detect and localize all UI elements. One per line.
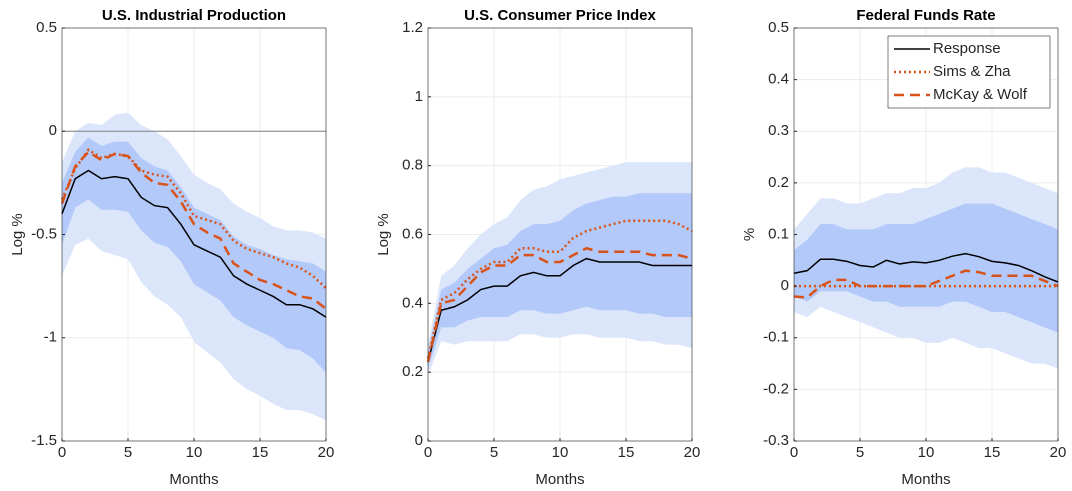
x-tick-label: 20 (1050, 444, 1067, 461)
x-axis-label: Months (901, 471, 950, 488)
y-tick-label: 0.3 (768, 122, 789, 139)
x-tick-label: 15 (618, 444, 635, 461)
series-line (793, 269, 1059, 299)
y-tick-label: -0.5 (31, 225, 57, 242)
chart-title: U.S. Industrial Production (102, 7, 286, 24)
y-tick-label: 1.2 (402, 19, 423, 36)
x-axis-label: Months (535, 471, 584, 488)
x-tick-label: 5 (490, 444, 498, 461)
legend: Response Sims & Zha McKay & Wolf (887, 35, 1051, 109)
x-tick-label: 10 (552, 444, 569, 461)
y-tick-label: 0.6 (402, 225, 423, 242)
y-tick-label: 1 (415, 88, 423, 105)
x-axis-label: Months (169, 471, 218, 488)
y-tick-label: 0 (49, 122, 57, 139)
y-tick-label: -0.3 (763, 432, 789, 449)
y-tick-label: -0.2 (763, 380, 789, 397)
y-tick-label: 0.8 (402, 157, 423, 174)
band (428, 193, 692, 369)
x-tick-label: 0 (58, 444, 66, 461)
y-tick-label: -1.5 (31, 432, 57, 449)
y-tick-label: -1 (44, 329, 57, 346)
y-tick-label: 0.2 (768, 174, 789, 191)
panel: 0 5 10 15 20 -1.5 -1 -0.5 0 0.5 U.S. Industrial Pr… (9, 7, 334, 488)
x-tick-label: 20 (684, 444, 701, 461)
panel: 0 5 10 15 20 -0.3 -0.2 -0.1 0 0.1 0.2 0.3 0.4 0.5 Fede… (741, 7, 1066, 488)
y-tick-label: 0.5 (36, 19, 57, 36)
legend-label: Response (933, 40, 1001, 57)
y-axis-label: Log % (9, 213, 26, 256)
x-tick-label: 20 (318, 444, 335, 461)
x-tick-label: 15 (252, 444, 269, 461)
legend-label: Sims & Zha (933, 63, 1011, 80)
y-axis-label: Log % (375, 213, 392, 256)
y-tick-label: 0.4 (768, 71, 789, 88)
chart-title: Federal Funds Rate (856, 7, 995, 24)
series-line (426, 246, 693, 363)
x-tick-label: 10 (918, 444, 935, 461)
series-line (793, 252, 1059, 283)
y-tick-label: 0.5 (768, 19, 789, 36)
y-tick-label: 0.4 (402, 294, 423, 311)
series-line (427, 257, 692, 363)
x-tick-label: 5 (856, 444, 864, 461)
panel: 0 5 10 15 20 0 0.2 0.4 0.6 0.8 1 1.2 U.S. Consumer P… (375, 7, 700, 488)
y-tick-label: -0.1 (763, 329, 789, 346)
x-tick-label: 10 (186, 444, 203, 461)
y-tick-label: 0.2 (402, 363, 423, 380)
y-tick-label: 0 (781, 277, 789, 294)
band (794, 203, 1058, 333)
chart-title: U.S. Consumer Price Index (464, 7, 656, 24)
x-tick-label: 0 (790, 444, 798, 461)
series-line (60, 150, 327, 310)
x-tick-label: 5 (124, 444, 132, 461)
y-tick-label: 0 (415, 432, 423, 449)
x-tick-label: 15 (984, 444, 1001, 461)
band (62, 137, 326, 373)
legend-label: McKay & Wolf (933, 86, 1028, 103)
y-tick-label: 0.1 (768, 225, 789, 242)
series-line (61, 169, 327, 318)
y-axis-label: % (741, 228, 758, 241)
x-tick-label: 0 (424, 444, 432, 461)
